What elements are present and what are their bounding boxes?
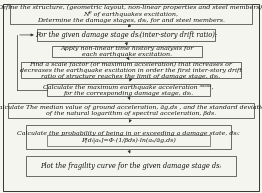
FancyBboxPatch shape [21, 62, 241, 78]
FancyBboxPatch shape [47, 84, 210, 96]
Text: Calculate The median value of ground acceleration, āg,ds , and the standard devi: Calculate The median value of ground acc… [0, 105, 262, 116]
Text: Apply non-linear time history analysis for
each earthquake excitation.: Apply non-linear time history analysis f… [61, 46, 194, 57]
FancyBboxPatch shape [26, 156, 236, 176]
Text: Calculate the maximum earthquake acceleration ᵃᵃᵃᵃᵃ,
for the corresponding damag: Calculate the maximum earthquake acceler… [43, 85, 214, 96]
FancyBboxPatch shape [52, 46, 202, 57]
FancyBboxPatch shape [37, 29, 215, 41]
Text: Define the structure, (geometric layout, non-linear properties and steel members: Define the structure, (geometric layout,… [0, 4, 262, 24]
FancyBboxPatch shape [26, 125, 231, 149]
FancyBboxPatch shape [47, 135, 210, 146]
Text: For the given damage stage dsᵢ(inter-story drift ratio):: For the given damage stage dsᵢ(inter-sto… [35, 31, 217, 39]
Text: Find a scale factor (or maximum acceleration) that increases or
decreases the ea: Find a scale factor (or maximum accelera… [20, 61, 242, 79]
FancyBboxPatch shape [10, 4, 252, 24]
Text: Plot the fragility curve for the given damage stage dsᵢ: Plot the fragility curve for the given d… [41, 162, 221, 170]
Text: Calculate the probability of being in or exceeding a damage state, dsᵢ:
P[dᵢ|aₛ]: Calculate the probability of being in or… [17, 131, 240, 143]
FancyBboxPatch shape [8, 103, 254, 118]
